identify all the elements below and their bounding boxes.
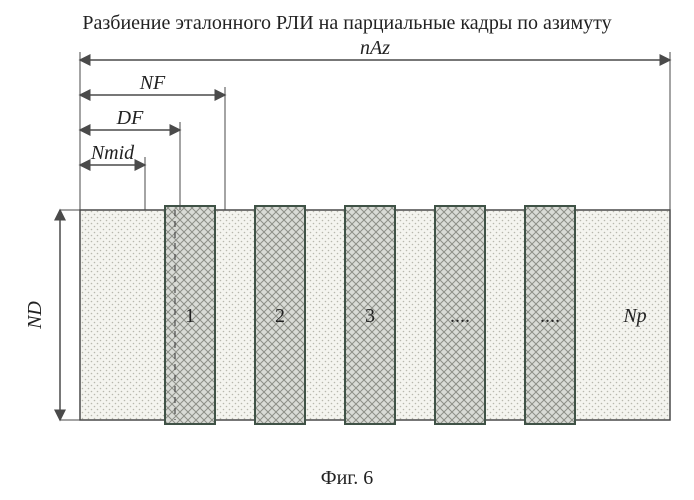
frame-num: 3 bbox=[365, 305, 375, 327]
label-nAz: nAz bbox=[360, 37, 390, 59]
page: Разбиение эталонного РЛИ на парциальные … bbox=[0, 0, 694, 500]
label-Nmid: Nmid bbox=[90, 142, 135, 164]
label-NF: NF bbox=[139, 72, 166, 94]
frame-dots: .... bbox=[540, 305, 560, 327]
label-Np: Np bbox=[622, 305, 646, 327]
frame-num: 1 bbox=[185, 305, 195, 327]
diagram-svg: nAz NF DF Nmid ND 1 2 3........ Np bbox=[0, 0, 694, 500]
label-DF: DF bbox=[116, 107, 144, 129]
label-ND: ND bbox=[24, 301, 46, 330]
frame-num: 2 bbox=[275, 305, 285, 327]
frame-dots: .... bbox=[450, 305, 470, 327]
